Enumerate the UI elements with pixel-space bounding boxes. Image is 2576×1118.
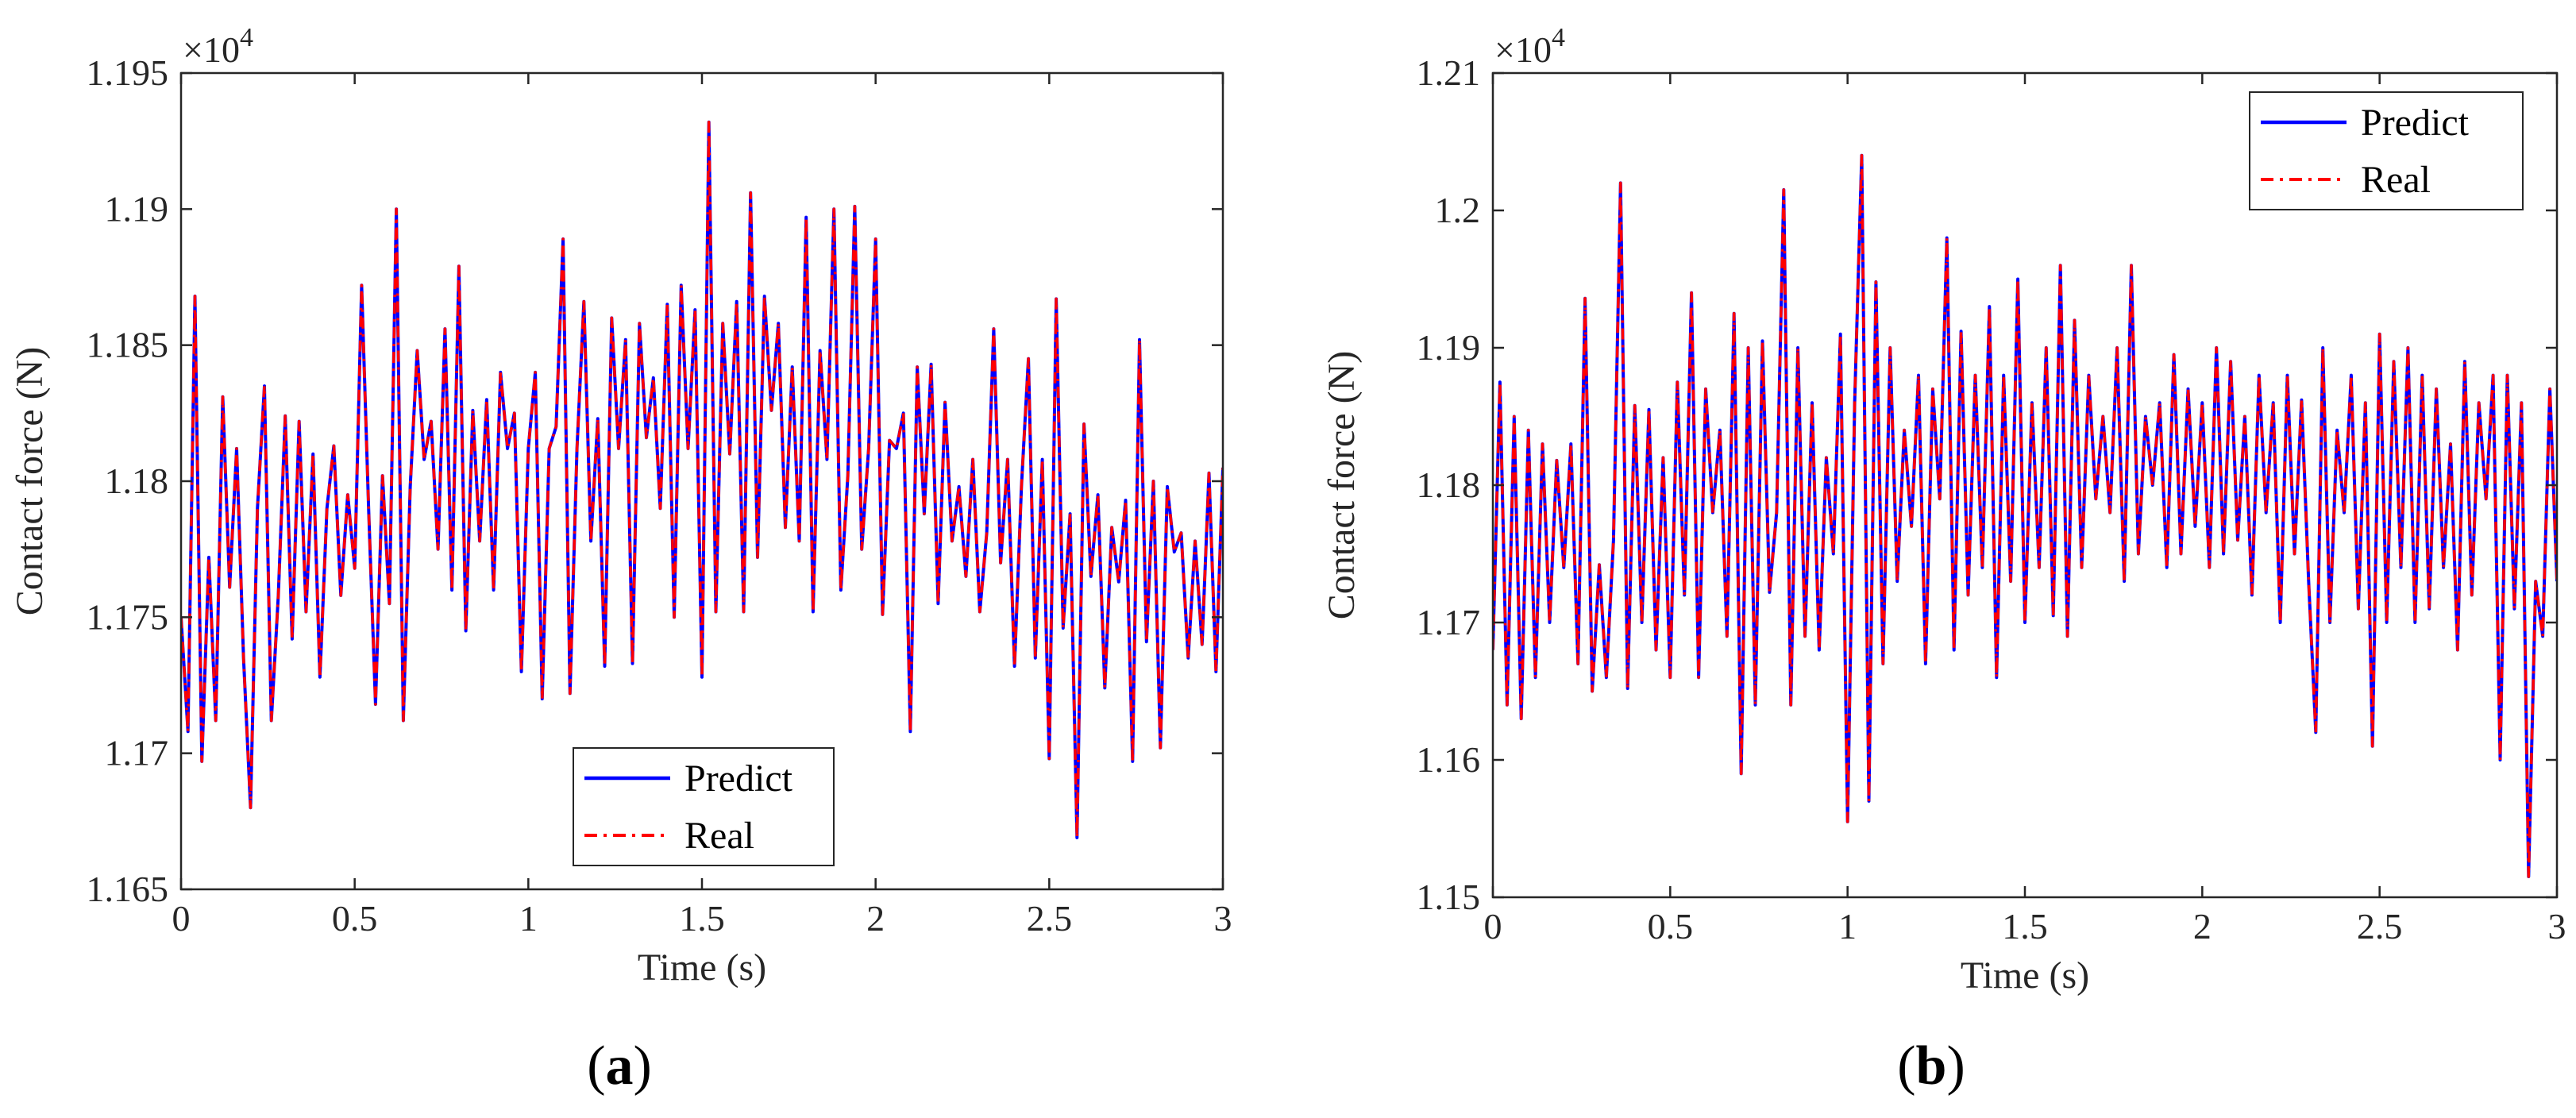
y-tick-label: 1.21 — [1417, 52, 1481, 93]
y-tick-label: 1.195 — [87, 52, 169, 93]
series-line-real — [1493, 154, 2557, 878]
y-tick-label: 1.175 — [87, 596, 169, 637]
x-tick-label: 0.5 — [1648, 906, 1694, 946]
series-lines — [181, 120, 1223, 839]
y-tick-label: 1.17 — [105, 733, 169, 773]
legend-box — [2249, 91, 2524, 210]
x-tick-label: 0.5 — [332, 898, 378, 939]
chart-b: 0 0.5 1 1.5 2 2.5 3 1.15 1.16 1.17 1.18 1.19 1.2 1.21… — [1321, 23, 2566, 1097]
y-axis-title: Contact force (N) — [1321, 351, 1363, 620]
y-tick-label: 1.18 — [105, 461, 169, 501]
x-tick-label: 3 — [1214, 898, 1232, 939]
y-tick-label: 1.19 — [105, 188, 169, 229]
x-tick-label: 3 — [2548, 906, 2566, 946]
y-exponent-label: ×104 — [183, 23, 253, 70]
x-axis: 0 0.5 1 1.5 2 2.5 3 — [172, 73, 1232, 939]
legend: Predict Real — [573, 747, 835, 866]
chart-a: 0 0.5 1 1.5 2 2.5 3 1.165 1.17 1.175 1.18 1.185 1.19… — [9, 23, 1232, 1097]
y-axis: 1.165 1.17 1.175 1.18 1.185 1.19 1.195 — [87, 52, 1223, 909]
y-tick-label: 1.17 — [1417, 602, 1481, 642]
x-tick-label: 0 — [172, 898, 191, 939]
legend-label-real: Real — [684, 815, 754, 857]
x-tick-label: 1.5 — [2002, 906, 2048, 946]
legend: Predict Real — [2249, 91, 2524, 210]
y-axis: 1.15 1.16 1.17 1.18 1.19 1.2 1.21 — [1417, 52, 2557, 917]
x-axis-title: Time (s) — [638, 946, 766, 989]
y-tick-label: 1.19 — [1417, 327, 1481, 368]
x-tick-label: 2 — [2193, 906, 2212, 946]
x-tick-label: 0 — [1484, 906, 1502, 946]
panel-caption: (b) — [1897, 1035, 1965, 1097]
series-lines — [1493, 153, 2557, 878]
y-tick-label: 1.16 — [1417, 739, 1481, 780]
legend-label-predict: Predict — [684, 758, 793, 800]
x-tick-label: 2.5 — [1027, 898, 1073, 939]
y-axis-title: Contact force (N) — [9, 347, 51, 616]
x-tick-label: 1 — [1838, 906, 1857, 946]
x-tick-label: 2.5 — [2357, 906, 2403, 946]
x-tick-label: 1.5 — [679, 898, 725, 939]
legend-box — [573, 747, 835, 866]
x-axis: 0 0.5 1 1.5 2 2.5 3 — [1484, 73, 2566, 946]
series-line-real — [181, 120, 1223, 839]
panel-caption: (a) — [587, 1035, 652, 1097]
legend-label-predict: Predict — [2361, 102, 2470, 144]
y-tick-label: 1.2 — [1435, 190, 1481, 230]
x-tick-label: 1 — [519, 898, 538, 939]
y-tick-label: 1.185 — [87, 325, 169, 365]
x-axis-title: Time (s) — [1961, 954, 2089, 997]
y-tick-label: 1.15 — [1417, 877, 1481, 917]
y-tick-label: 1.18 — [1417, 465, 1481, 505]
legend-label-real: Real — [2361, 159, 2431, 201]
x-tick-label: 2 — [866, 898, 885, 939]
y-tick-label: 1.165 — [87, 869, 169, 909]
y-exponent-label: ×104 — [1494, 23, 1565, 70]
